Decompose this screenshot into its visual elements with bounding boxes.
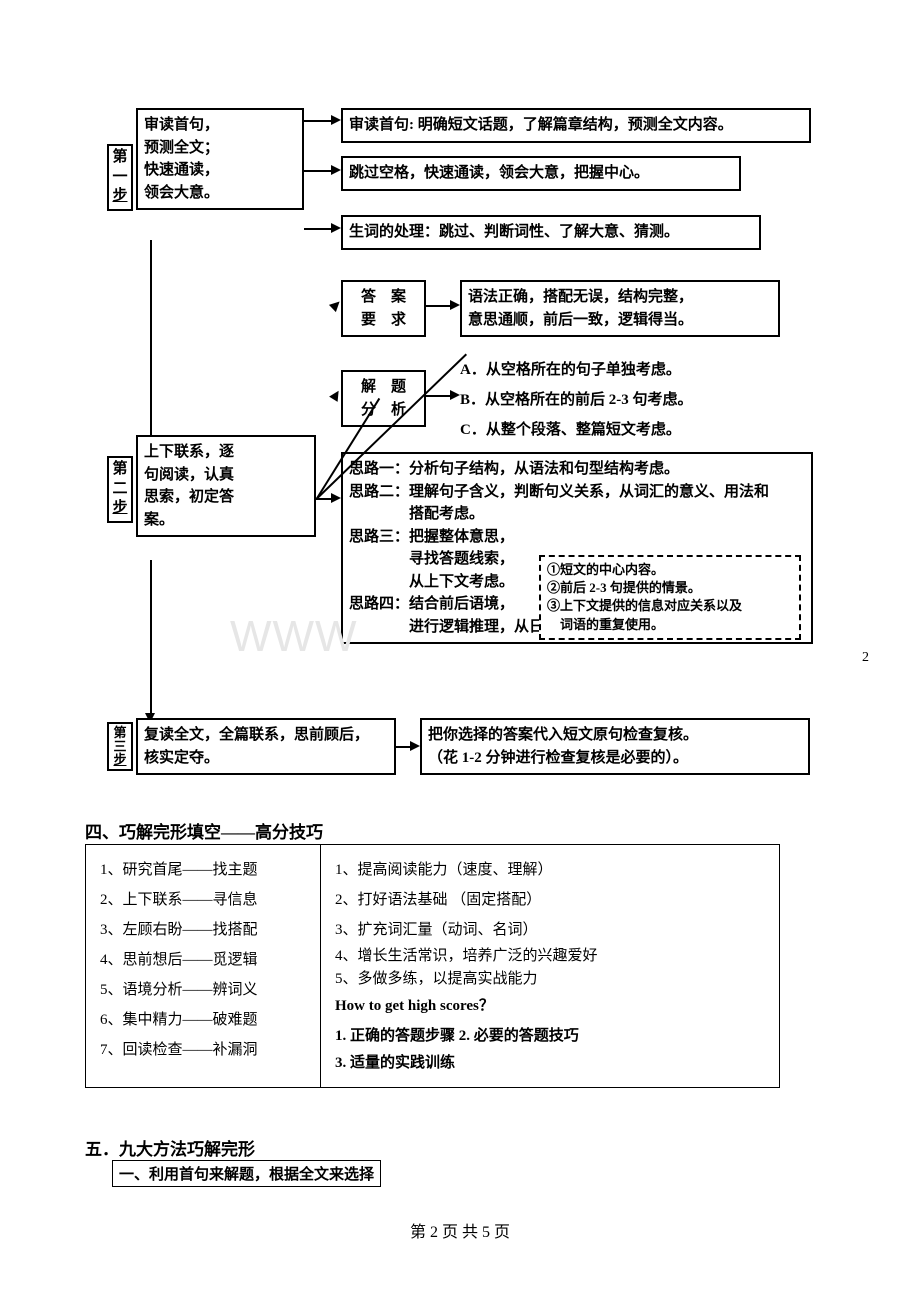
arrowh-s1-3 — [331, 223, 341, 233]
sub-arrowh-2 — [450, 390, 460, 400]
tips-right-col: 1、提高阅读能力（速度、理解） 2、打好语法基础 （固定搭配） 3、扩充词汇量（… — [321, 845, 779, 1087]
step3-main: 复读全文，全篇联系，思前顾后， 核实定夺。 — [136, 718, 396, 775]
arrow-s3 — [396, 746, 410, 748]
analysis-a: A．从空格所在的句子单独考虑。 — [460, 358, 681, 382]
s2-l1: 第 — [109, 460, 131, 480]
tl-6: 6、集中精力——破难题 — [100, 1005, 306, 1035]
tips-left-col: 1、研究首尾——找主题 2、上下联系——寻信息 3、左顾右盼——找搭配 4、思前… — [86, 845, 321, 1087]
analysis-c: C．从整个段落、整篇短文考虑。 — [460, 418, 681, 442]
step1-main: 审读首句， 预测全文； 快速通读， 领会大意。 — [136, 108, 304, 210]
page-footer: 第 2 页 共 5 页 — [0, 1218, 920, 1242]
tl-2: 2、上下联系——寻信息 — [100, 885, 306, 915]
step1-r3: 生词的处理：跳过、判断词性、了解大意、猜测。 — [341, 215, 761, 250]
step1-r1: 审读首句: 明确短文话题，了解篇章结构，预测全文内容。 — [341, 108, 811, 143]
watermark: WWW — [230, 612, 358, 662]
sub-arrow-2 — [426, 395, 450, 397]
analysis-b: B．从空格所在的前后 2-3 句考虑。 — [460, 388, 693, 412]
ans-req-text: 语法正确，搭配无误，结构完整， 意思通顺，前后一致，逻辑得当。 — [460, 280, 780, 337]
tl-3: 3、左顾右盼——找搭配 — [100, 915, 306, 945]
step3-label: 第 三 步 — [107, 722, 133, 771]
section5-sub: 一、利用首句来解题，根据全文来选择 — [112, 1160, 381, 1187]
arrow-s1-2 — [304, 170, 331, 172]
tl-5: 5、语境分析——辨词义 — [100, 975, 306, 1005]
tr-b1: 1. 正确的答题步骤 2. 必要的答题技巧 — [335, 1023, 765, 1050]
tr-4: 4、增长生活常识，培养广泛的兴趣爱好 — [335, 945, 765, 968]
dashed-notes: ①短文的中心内容。 ②前后 2-3 句提供的情景。 ③上下文提供的信息对应关系以… — [539, 555, 801, 640]
tips-table: 1、研究首尾——找主题 2、上下联系——寻信息 3、左顾右盼——找搭配 4、思前… — [85, 844, 780, 1088]
s1-l3: 步 — [109, 187, 131, 207]
s1-l1: 第 — [109, 148, 131, 168]
step1-label: 第 一 步 — [107, 144, 133, 211]
s3-l1: 第 — [109, 726, 131, 740]
arrowh-s1-2 — [331, 165, 341, 175]
arrow-s1-1 — [304, 120, 331, 122]
fan3 — [316, 498, 331, 500]
tl-4: 4、思前想后——觅逻辑 — [100, 945, 306, 975]
tr-1: 1、提高阅读能力（速度、理解） — [335, 855, 765, 885]
tl-1: 1、研究首尾——找主题 — [100, 855, 306, 885]
step3-right: 把你选择的答案代入短文原句检查复核。 （花 1-2 分钟进行检查复核是必要的）。 — [420, 718, 810, 775]
s2-l2: 二 — [109, 480, 131, 500]
s2-l3: 步 — [109, 499, 131, 519]
tr-b2: 3. 适量的实践训练 — [335, 1050, 765, 1077]
section5-sub-wrap: 一、利用首句来解题，根据全文来选择 — [112, 1160, 381, 1187]
arrow-s1-3 — [304, 228, 331, 230]
step2-label: 第 二 步 — [107, 456, 133, 523]
tr-5: 5、多做多练，以提高实战能力 — [335, 968, 765, 991]
tr-3: 3、扩充词汇量（动词、名词） — [335, 915, 765, 945]
sub-arrowh-1 — [450, 300, 460, 310]
s3-l2: 三 — [109, 740, 131, 754]
side-pagenum: 2 — [862, 650, 869, 666]
arrowh-s1-1 — [331, 115, 341, 125]
tr-2: 2、打好语法基础 （固定搭配） — [335, 885, 765, 915]
step1-r2: 跳过空格，快速通读，领会大意，把握中心。 — [341, 156, 741, 191]
tl-7: 7、回读检查——补漏洞 — [100, 1035, 306, 1065]
s3-l3: 步 — [109, 753, 131, 767]
section4-title: 四、巧解完形填空——高分技巧 — [85, 818, 323, 843]
s1-l2: 一 — [109, 168, 131, 188]
section5-title: 五．九大方法巧解完形 — [85, 1135, 255, 1160]
ans-req-label: 答 案 要 求 — [341, 280, 426, 337]
conn-s1-s2 — [150, 240, 152, 435]
sub-arrow-1 — [426, 305, 450, 307]
arrowh-s3 — [410, 741, 420, 751]
step2-main: 上下联系，逐 句阅读，认真 思索，初定答 案。 — [136, 435, 316, 537]
fan3h — [331, 493, 341, 503]
tr-q: How to get high scores？ — [335, 990, 765, 1023]
conn-s2-s3 — [150, 560, 152, 713]
analysis-label: 解 题 分 析 — [341, 370, 426, 427]
